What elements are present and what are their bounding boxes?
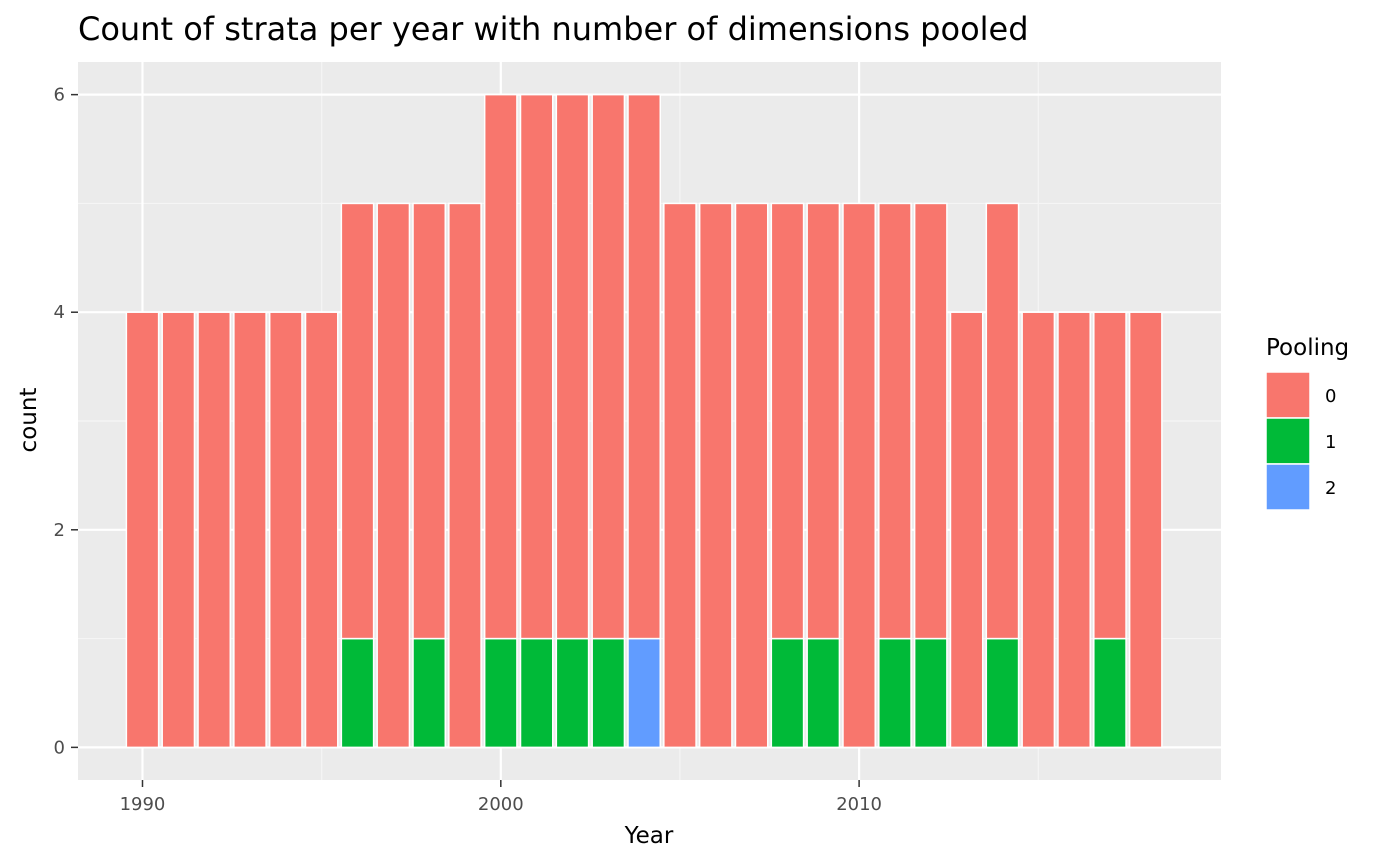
bar-segment-2006-pooling-0 — [698, 202, 733, 749]
bar-segment-2009-pooling-1 — [806, 637, 841, 749]
bar-segment-1994-pooling-0 — [268, 311, 303, 749]
bar-segment-1993-pooling-0 — [233, 311, 267, 749]
bar-segment-1995-pooling-0 — [304, 311, 339, 749]
bar-segment-2014-pooling-1 — [985, 637, 1020, 749]
legend-items: 0 1 2 — [1265, 371, 1336, 511]
bar-segment-2008-pooling-0 — [770, 202, 805, 640]
bar-segment-1992-pooling-0 — [197, 311, 232, 749]
bar-segment-2011-pooling-1 — [878, 637, 912, 749]
y-tick-label: 4 — [54, 302, 65, 323]
legend-key-0 — [1265, 371, 1311, 419]
legend-label-0: 0 — [1325, 386, 1336, 407]
legend: Pooling 0 1 2 — [1265, 335, 1349, 511]
y-tick-label: 6 — [54, 85, 65, 106]
bar-segment-2009-pooling-0 — [806, 202, 841, 640]
bar-segment-2015-pooling-0 — [1021, 311, 1056, 749]
bar-segment-2000-pooling-1 — [483, 637, 518, 749]
y-tick-label: 0 — [54, 737, 65, 758]
x-axis-title: Year — [624, 823, 674, 849]
bar-segment-1996-pooling-1 — [340, 637, 375, 749]
bar-segment-1990-pooling-0 — [125, 311, 160, 749]
bar-segment-2012-pooling-0 — [913, 202, 948, 640]
legend-key-1 — [1265, 417, 1311, 465]
bar-segment-2011-pooling-0 — [878, 202, 912, 640]
legend-label-1: 1 — [1325, 432, 1336, 453]
bar-segment-2017-pooling-1 — [1093, 637, 1127, 749]
y-axis: 0 2 4 6 — [54, 85, 78, 758]
y-tick-label: 2 — [54, 520, 65, 541]
bar-segment-2001-pooling-1 — [519, 637, 554, 749]
bar-segment-2014-pooling-0 — [985, 202, 1020, 640]
bar-segment-2003-pooling-1 — [591, 637, 626, 749]
bar-segment-2010-pooling-0 — [842, 202, 876, 749]
bar-segment-2018-pooling-0 — [1128, 311, 1163, 749]
bar-segment-2005-pooling-0 — [663, 202, 697, 749]
x-axis: 1990 2000 2010 — [120, 780, 882, 815]
x-tick-label: 2000 — [478, 794, 524, 815]
legend-title: Pooling — [1266, 335, 1349, 361]
y-axis-title: count — [16, 388, 42, 453]
x-tick-label: 1990 — [120, 794, 166, 815]
bars — [125, 93, 1163, 749]
bar-segment-2004-pooling-0 — [627, 93, 661, 640]
bar-segment-1997-pooling-0 — [376, 202, 411, 749]
bar-segment-2002-pooling-1 — [555, 637, 590, 749]
bar-segment-2001-pooling-0 — [519, 93, 554, 640]
bar-segment-2012-pooling-1 — [913, 637, 948, 749]
bar-segment-2007-pooling-0 — [734, 202, 769, 749]
bar-segment-1996-pooling-0 — [340, 202, 375, 640]
bar-segment-2017-pooling-0 — [1093, 311, 1127, 640]
bar-segment-1999-pooling-0 — [448, 202, 482, 749]
bar-segment-2016-pooling-0 — [1057, 311, 1091, 749]
bar-segment-1991-pooling-0 — [161, 311, 196, 749]
legend-key-2 — [1265, 463, 1311, 511]
bar-segment-2000-pooling-0 — [483, 93, 518, 640]
bar-segment-2004-pooling-2 — [627, 637, 661, 749]
chart-title: Count of strata per year with number of … — [78, 10, 1029, 48]
bar-segment-1998-pooling-0 — [412, 202, 447, 640]
x-tick-label: 2010 — [836, 794, 882, 815]
bar-segment-2008-pooling-1 — [770, 637, 805, 749]
bar-segment-2003-pooling-0 — [591, 93, 626, 640]
bar-segment-2013-pooling-0 — [949, 311, 984, 749]
bar-segment-1998-pooling-1 — [412, 637, 447, 749]
bar-segment-2002-pooling-0 — [555, 93, 590, 640]
legend-label-2: 2 — [1325, 478, 1336, 499]
